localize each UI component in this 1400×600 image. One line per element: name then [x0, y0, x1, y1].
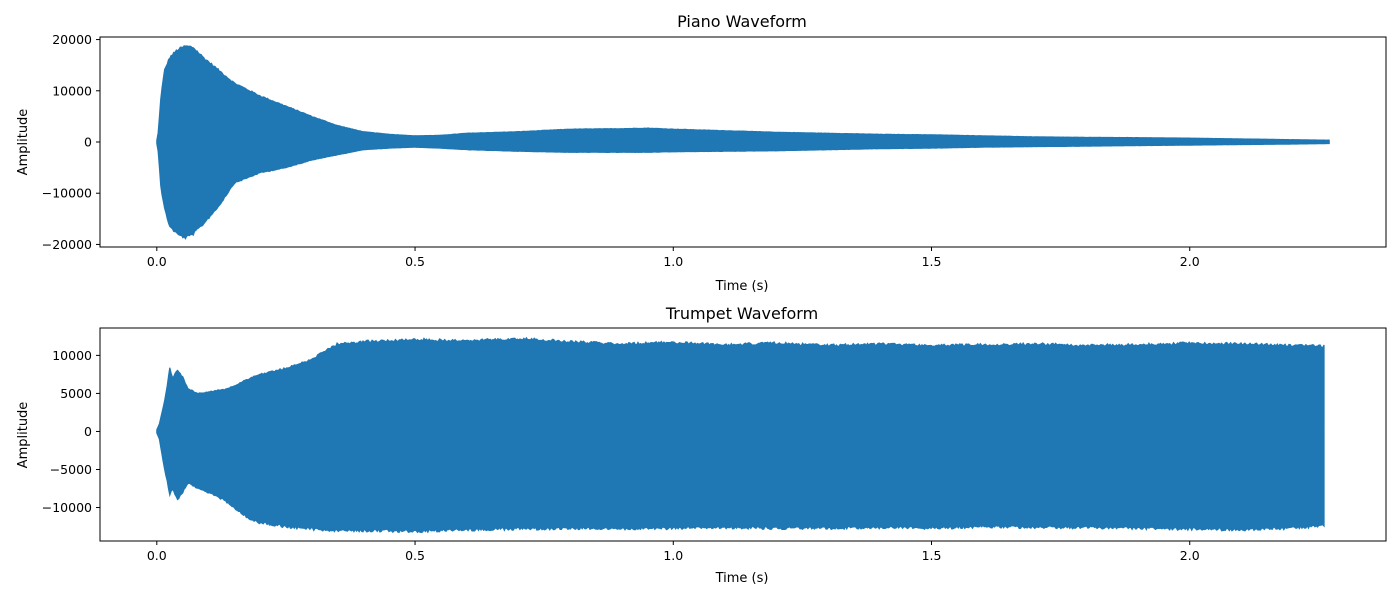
waveform-series-0	[156, 336, 1325, 534]
plot-frame	[99, 327, 1387, 542]
y-tick-label: −5000	[50, 462, 92, 477]
x-tick-label: 1.0	[663, 548, 683, 563]
y-axis-label: Amplitude	[16, 109, 31, 176]
plot-title: Trumpet Waveform	[665, 304, 818, 323]
plot-title: Piano Waveform	[677, 12, 807, 31]
y-tick-label: −20000	[42, 237, 92, 252]
y-tick-label: 5000	[60, 386, 92, 401]
waveform-series-0	[156, 45, 1330, 240]
y-tick-label: 10000	[52, 348, 92, 363]
x-tick-label: 1.5	[922, 548, 942, 563]
y-tick-label: 10000	[52, 83, 92, 98]
y-tick-label: −10000	[42, 186, 92, 201]
x-tick-label: 0.0	[147, 254, 167, 269]
x-tick-label: 0.0	[147, 548, 167, 563]
x-axis-label: Time (s)	[715, 279, 769, 294]
x-tick-label: 2.0	[1180, 548, 1200, 563]
x-axis-ticks: 0.0 0.5 1.0 1.5 2.0	[147, 247, 1200, 269]
x-tick-label: 1.0	[663, 254, 683, 269]
plot-marks	[156, 45, 1330, 240]
plot-marks	[156, 336, 1325, 534]
x-axis-label: Time (s)	[715, 571, 769, 586]
y-axis-ticks: −20000 −10000 0 10000 20000	[42, 32, 100, 252]
trumpet-waveform-plot: Trumpet Waveform 0.0 0.5 1.0 1.5 2.0 −10000−…	[16, 304, 1387, 586]
x-tick-label: 1.5	[922, 254, 942, 269]
y-axis-ticks: −10000 −5000 0 5000 10000	[42, 348, 100, 515]
x-tick-label: 0.5	[405, 548, 425, 563]
x-axis-ticks: 0.0 0.5 1.0 1.5 2.0	[147, 541, 1200, 563]
x-tick-label: 2.0	[1180, 254, 1200, 269]
y-axis-label: Amplitude	[16, 402, 31, 469]
y-tick-label: 0	[84, 424, 92, 439]
x-tick-label: 0.5	[405, 254, 425, 269]
y-tick-label: −10000	[42, 500, 92, 515]
piano-waveform-plot: Piano Waveform 0.0 0.5 1.0 1.5 2.0 −20000 −10…	[16, 12, 1387, 294]
y-tick-label: 0	[84, 135, 92, 150]
y-tick-label: 20000	[52, 32, 92, 47]
